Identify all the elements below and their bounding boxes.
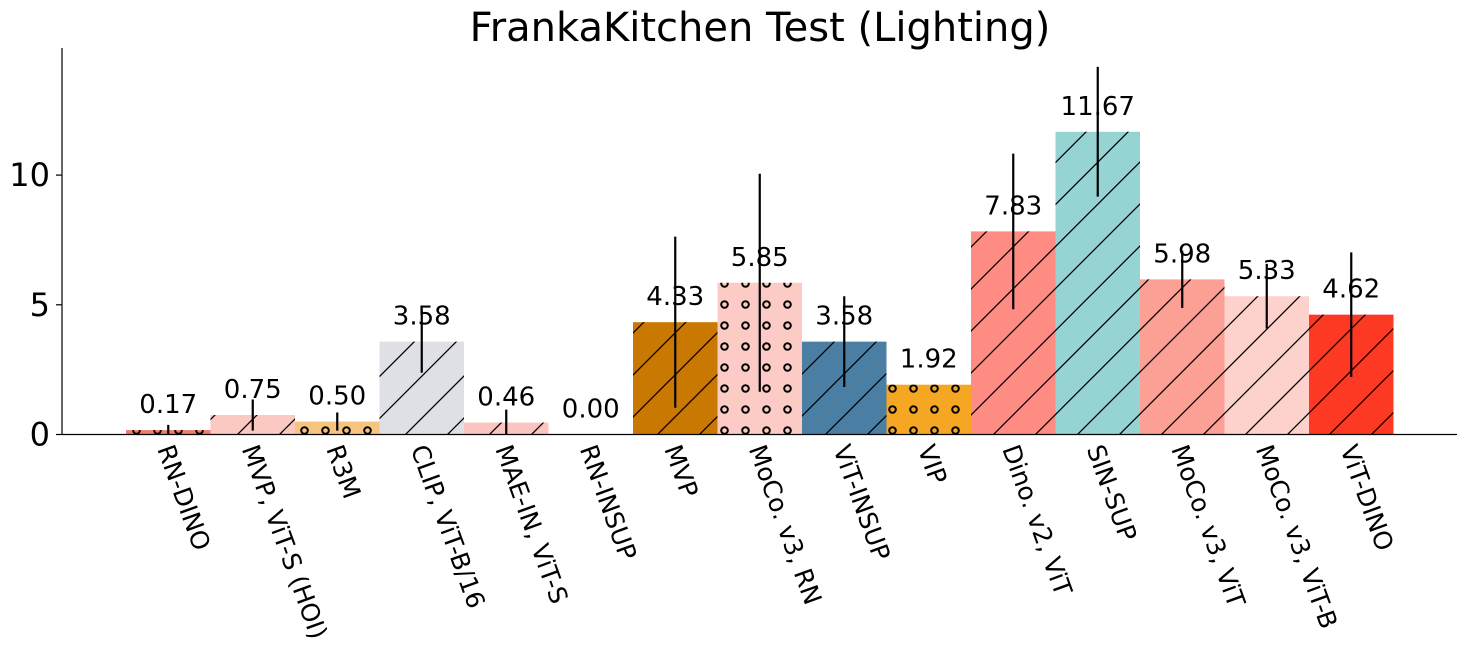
x-tick-label: MoCo. v3, ViT (1165, 441, 1251, 612)
x-tick-label: RN-INSUP (574, 441, 642, 564)
x-tick-label: MVP (658, 441, 704, 501)
x-tick-label: MoCo. v3, RN (743, 441, 828, 609)
value-label: 4.33 (646, 282, 704, 312)
x-tick-label: CLIP, ViT-B/16 (405, 441, 491, 612)
value-labels-layer: 0.17 0.75 0.50 3.58 0.46 0.00 4.33 5.85 3.58 1.92… (139, 92, 1380, 425)
y-tick-label: 5 (30, 286, 50, 324)
value-label: 0.17 (139, 390, 197, 420)
x-tick-label: ViT-DINO (1334, 441, 1399, 555)
value-label: 5.33 (1238, 256, 1296, 286)
x-tick-label: ViT-INSUP (827, 441, 896, 564)
x-tick-label: R3M (320, 441, 366, 502)
value-label: 0.46 (477, 383, 535, 413)
value-label: 7.83 (984, 191, 1042, 221)
value-label: 3.58 (393, 302, 451, 332)
x-tick-label: Dino. v2, ViT (996, 441, 1078, 600)
value-label: 0.75 (224, 375, 282, 405)
value-label: 4.62 (1322, 275, 1380, 305)
value-label: 5.98 (1153, 239, 1211, 269)
y-tick-label: 10 (9, 156, 50, 194)
x-tick-label: MoCo. v3, ViT-B (1250, 441, 1343, 633)
x-tick-label: MVP, ViT-S (HOI) (236, 441, 333, 643)
value-label: 0.00 (562, 395, 620, 425)
x-tick-label: MAE-IN, ViT-S (489, 441, 573, 608)
x-tick-label: VIP (912, 441, 953, 488)
y-tick-label: 0 (30, 416, 50, 454)
error-bars-layer (167, 66, 1353, 435)
value-label: 0.50 (308, 382, 366, 412)
value-label: 1.92 (900, 345, 958, 375)
chart-title: FrankaKitchen Test (Lighting) (470, 5, 1051, 51)
value-label: 3.58 (815, 302, 873, 332)
x-tick-label: RN-DINO (151, 441, 216, 554)
axes-layer: 0 5 10 (9, 48, 1457, 454)
bar-hatch (886, 384, 971, 435)
x-tick-label: SIN-SUP (1081, 441, 1143, 545)
value-label: 11.67 (1061, 92, 1135, 122)
value-label: 5.85 (731, 243, 789, 273)
x-tick-labels-layer: RN-DINO MVP, ViT-S (HOI)R3M CLIP, ViT-B/16… (151, 441, 1399, 643)
